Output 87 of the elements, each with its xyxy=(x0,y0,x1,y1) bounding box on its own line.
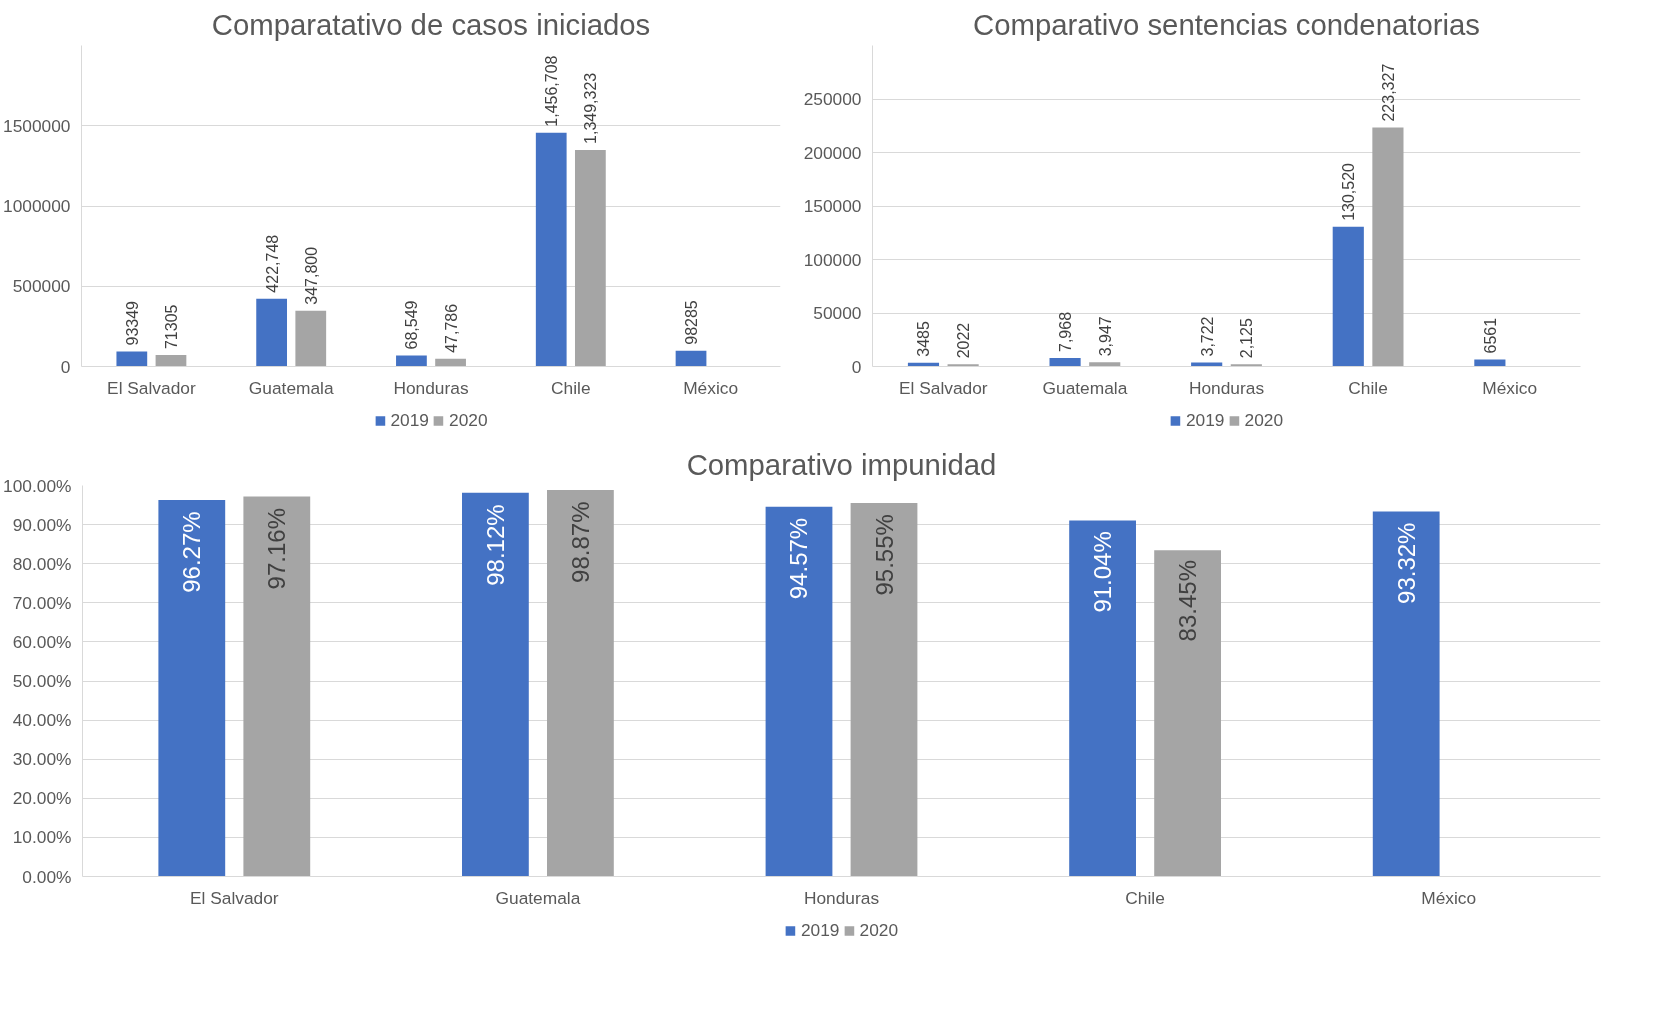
chart-title: Comparativo impunidad xyxy=(686,447,997,481)
y-tick-label: 1000000 xyxy=(3,196,71,216)
x-tick-label: México xyxy=(683,377,739,398)
data-label: 94.57% xyxy=(785,517,813,600)
y-tick-label: 40.00% xyxy=(12,710,72,731)
x-tick-label: Guatemala xyxy=(1042,377,1128,398)
bar xyxy=(295,310,327,367)
y-tick-label: 50000 xyxy=(813,303,862,323)
x-tick-label: Guatemala xyxy=(248,377,334,398)
y-tick-label: 20.00% xyxy=(12,788,72,809)
y-tick-label: 200000 xyxy=(803,142,862,163)
x-tick-label: Honduras xyxy=(803,887,880,908)
data-label: 96.27% xyxy=(178,511,206,593)
data-label: 6561 xyxy=(1481,317,1499,354)
bar xyxy=(435,358,466,367)
legend-label: 2019 xyxy=(800,919,840,941)
data-label: 98285 xyxy=(683,300,701,345)
data-label: 47,786 xyxy=(442,303,460,353)
data-label: 3485 xyxy=(915,321,933,357)
data-label: 7,968 xyxy=(1057,311,1075,352)
x-tick-label: Chile xyxy=(1125,887,1165,908)
y-tick-label: 10.00% xyxy=(12,827,72,848)
legend-label: 2019 xyxy=(390,409,429,431)
data-label: 71305 xyxy=(162,304,180,350)
y-tick-label: 50.00% xyxy=(12,671,72,691)
bar xyxy=(535,132,567,367)
data-label: 95.55% xyxy=(870,514,898,596)
y-tick-label: 60.00% xyxy=(12,631,72,652)
y-tick-label: 150000 xyxy=(803,196,862,216)
bar xyxy=(1372,127,1404,367)
data-label: 130,520 xyxy=(1340,162,1358,221)
bar xyxy=(396,355,427,367)
y-tick-label: 500000 xyxy=(12,276,71,297)
data-label: 2,125 xyxy=(1238,318,1256,359)
bar xyxy=(116,351,148,367)
x-tick-label: El Salvador xyxy=(898,377,988,398)
legend-label: 2020 xyxy=(449,409,488,431)
data-label: 422,748 xyxy=(263,234,281,293)
x-tick-label: Chile xyxy=(1348,377,1388,398)
data-label: 3,722 xyxy=(1198,316,1216,357)
y-tick-label: 0.00% xyxy=(22,866,72,887)
data-label: 223,327 xyxy=(1379,63,1397,122)
y-tick-label: 80.00% xyxy=(12,553,72,574)
x-tick-label: Guatemala xyxy=(495,887,581,908)
legend-label: 2019 xyxy=(1185,409,1225,431)
y-tick-label: 100000 xyxy=(803,249,862,270)
bar xyxy=(1474,359,1506,367)
data-label: 98.12% xyxy=(481,504,509,586)
x-tick-label: Chile xyxy=(551,377,591,398)
bar xyxy=(1089,362,1121,367)
bar xyxy=(155,355,187,367)
data-label: 68,549 xyxy=(403,300,421,350)
data-label: 97.16% xyxy=(263,507,291,590)
y-tick-label: 90.00% xyxy=(12,514,72,535)
y-tick-label: 100.00% xyxy=(3,475,72,496)
y-tick-label: 1500000 xyxy=(3,115,71,136)
x-tick-label: México xyxy=(1421,887,1477,908)
bar xyxy=(1332,226,1364,367)
x-tick-label: Honduras xyxy=(393,377,469,398)
chart-title: Comparatativo de casos iniciados xyxy=(211,7,651,41)
chart-title: Comparativo sentencias condenatorias xyxy=(972,7,1481,41)
data-label: 1,456,708 xyxy=(543,55,561,127)
y-tick-label: 0 xyxy=(851,356,862,377)
data-label: 91.04% xyxy=(1089,531,1117,613)
x-tick-label: El Salvador xyxy=(107,377,196,398)
bar xyxy=(574,149,606,367)
bar xyxy=(256,298,288,367)
data-label: 93349 xyxy=(123,300,141,346)
y-tick-label: 70.00% xyxy=(12,592,72,613)
y-tick-label: 0 xyxy=(60,356,71,377)
legend-label: 2020 xyxy=(859,919,899,941)
x-tick-label: El Salvador xyxy=(189,887,279,908)
data-label: 2022 xyxy=(955,322,973,359)
bar xyxy=(675,350,707,367)
data-label: 93.32% xyxy=(1392,522,1420,604)
bar xyxy=(947,364,979,367)
y-tick-label: 30.00% xyxy=(12,749,72,770)
legend-label: 2020 xyxy=(1244,409,1284,431)
y-tick-label: 250000 xyxy=(803,89,862,109)
data-label: 83.45% xyxy=(1174,559,1202,642)
data-label: 1,349,323 xyxy=(582,72,600,144)
x-tick-label: Honduras xyxy=(1188,377,1265,398)
data-label: 98.87% xyxy=(566,501,594,583)
x-tick-label: México xyxy=(1482,377,1538,398)
data-label: 347,800 xyxy=(302,246,320,305)
data-label: 3,947 xyxy=(1096,316,1114,357)
bar xyxy=(1049,357,1081,367)
